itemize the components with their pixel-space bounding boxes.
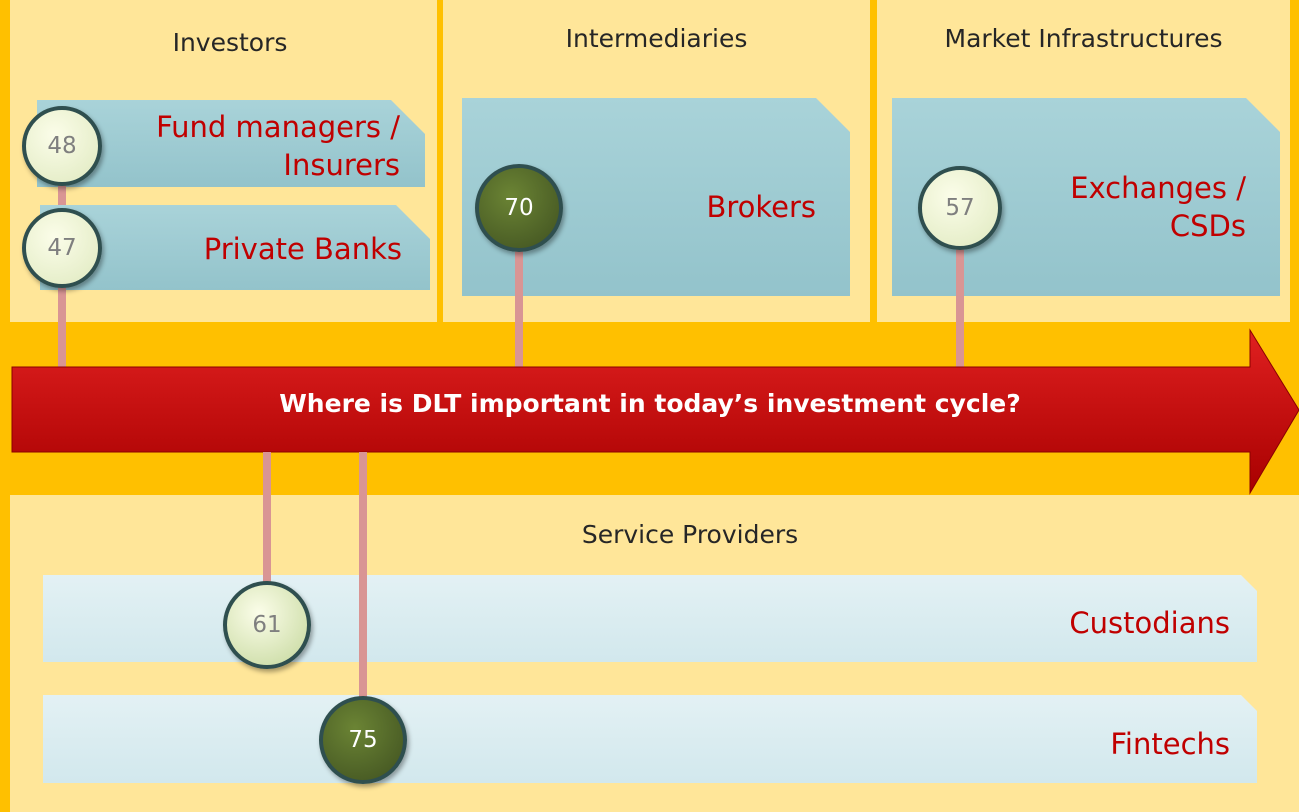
score-badge: 47: [22, 208, 102, 288]
item-label: Brokers: [706, 190, 816, 224]
connector: [58, 248, 66, 367]
column-title: Intermediaries: [565, 24, 748, 53]
item-label: Fund managers / Insurers: [156, 110, 400, 182]
item-label: Fintechs: [1110, 727, 1230, 761]
column-title: Investors: [172, 28, 288, 57]
column-title: Market Infrastructures: [944, 24, 1223, 53]
card: [40, 205, 430, 290]
section-title: Service Providers: [581, 520, 799, 549]
score-badge: 61: [223, 581, 311, 669]
score-badge: 75: [319, 696, 407, 784]
banner-text: Where is DLT important in today’s invest…: [279, 389, 1021, 418]
item-label: Exchanges / CSDs: [1070, 171, 1246, 243]
connector: [515, 208, 523, 367]
connector: [263, 452, 271, 625]
score-badge: 48: [22, 106, 102, 186]
connector: [956, 208, 964, 367]
score-badge: 70: [475, 164, 563, 252]
card: [43, 695, 1257, 783]
connector: [359, 452, 367, 740]
item-label: Custodians: [1069, 606, 1230, 640]
banner-arrow: Where is DLT important in today’s invest…: [11, 328, 1299, 495]
item-label: Private Banks: [203, 232, 402, 266]
score-badge: 57: [918, 166, 1002, 250]
